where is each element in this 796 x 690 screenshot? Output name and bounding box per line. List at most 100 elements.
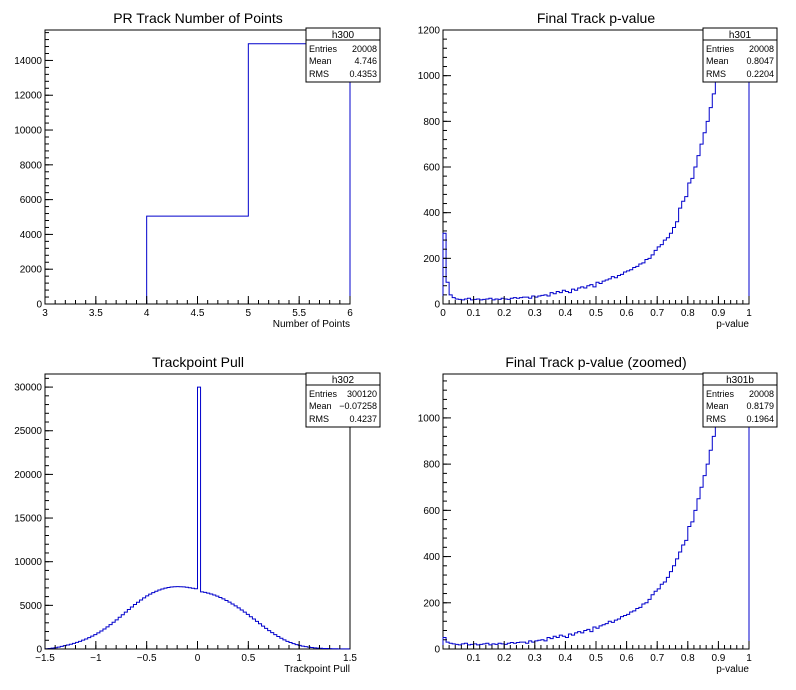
y-tick-label: 25000 — [14, 426, 42, 437]
stats-box-frame — [305, 27, 381, 83]
plot-area: 3 3.5 4 4.5 5 5.5 6 0 2000 4000 6000 8000 10000 12000… — [14, 29, 353, 319]
stats-box: h302 Entries 300120 Mean −0.07258 RMS 0.… — [305, 372, 381, 428]
stats-rms-label: RMS — [706, 414, 726, 424]
histogram-bin — [124, 612, 127, 649]
histogram-bin — [143, 598, 146, 649]
y-tick-label: 15000 — [14, 514, 42, 525]
histogram-bin — [243, 612, 246, 649]
histogram-bin — [718, 404, 721, 649]
histogram-bin — [237, 608, 240, 649]
stats-mean-value: 0.8047 — [746, 56, 774, 66]
x-tick-label: 0.5 — [241, 653, 255, 664]
histogram-bin — [648, 258, 651, 304]
histogram-bin — [620, 274, 623, 304]
y-tick-label: 600 — [423, 506, 440, 517]
histogram-bin — [611, 277, 614, 304]
histogram-bin — [651, 595, 654, 649]
histogram-bin — [255, 621, 258, 649]
x-tick-label: −1.5 — [35, 653, 55, 664]
histogram-bin — [617, 619, 620, 649]
y-tick-label: 8000 — [20, 160, 43, 171]
y-tick-label: 0 — [434, 300, 440, 311]
x-tick-label: 1 — [296, 653, 302, 664]
y-tick-label: 1000 — [418, 71, 441, 82]
histogram-bin — [201, 592, 204, 649]
x-tick-label: 5 — [246, 308, 252, 319]
y-tick-label: 1200 — [418, 26, 441, 37]
plot-area: 0.1 0.2 0.3 0.4 0.5 0.6 0.7 0.8 0.9 1 0 200 400 600 80… — [418, 373, 752, 664]
histogram-bin — [663, 582, 666, 649]
chart-title: Trackpoint Pull — [152, 354, 244, 370]
histogram-bin — [715, 418, 718, 649]
histogram-bin — [669, 572, 672, 649]
histogram-bin — [234, 606, 237, 649]
stats-entries-value: 300120 — [347, 389, 377, 399]
histogram-bin — [648, 599, 651, 649]
stats-rms-value: 0.4353 — [349, 69, 377, 79]
x-tick-label: 0.7 — [650, 308, 664, 319]
stats-rms-label: RMS — [309, 69, 329, 79]
y-tick-label: 14000 — [14, 56, 42, 67]
histogram-bin — [688, 527, 691, 649]
histogram-bin — [614, 620, 617, 649]
stats-rms-label: RMS — [706, 69, 726, 79]
stats-box-frame — [702, 27, 778, 83]
histogram-bin — [669, 233, 672, 304]
histogram-line — [44, 386, 351, 650]
histogram-bin — [146, 596, 149, 649]
stats-mean-value: −0.07258 — [339, 401, 377, 411]
histogram-bin — [685, 197, 688, 304]
chart-title: Final Track p-value (zoomed) — [505, 354, 686, 370]
stats-box: h300 Entries 20008 Mean 4.746 RMS 0.4353 — [305, 27, 381, 83]
histogram-bin — [179, 587, 182, 649]
x-tick-label: 0 — [195, 653, 201, 664]
stats-entries-label: Entries — [309, 389, 338, 399]
stats-box-frame — [305, 372, 381, 428]
histogram-bin — [182, 587, 185, 649]
histogram-bin — [657, 247, 660, 304]
x-tick-label: 0.5 — [589, 308, 603, 319]
histogram-bin — [636, 609, 639, 649]
histogram-bin — [194, 589, 197, 649]
histogram-bin — [112, 622, 115, 649]
histogram-bin — [246, 614, 249, 649]
y-tick-label: 0 — [36, 300, 42, 311]
histogram-bin — [712, 94, 715, 304]
histogram-bin — [682, 201, 685, 304]
histogram-bin — [651, 255, 654, 304]
histogram-bin — [654, 250, 657, 304]
histogram-bin — [715, 76, 718, 304]
histogram-bin — [620, 617, 623, 649]
stats-box-name: h301b — [726, 375, 754, 386]
histogram-bin — [231, 604, 234, 649]
histogram-bin — [660, 584, 663, 649]
pad-final-track-pvalue-zoomed: Final Track p-value (zoomed) p-value 0.1… — [418, 354, 778, 675]
histogram-bin — [216, 596, 219, 649]
histogram-bin — [676, 559, 679, 649]
histogram-bin — [697, 156, 700, 304]
histogram-bin — [173, 587, 176, 649]
y-tick-label: 20000 — [14, 470, 42, 481]
x-tick-label: 0.4 — [558, 653, 572, 664]
histogram-bin — [94, 635, 97, 649]
histogram-bin — [213, 595, 216, 649]
histogram-bin — [137, 602, 140, 649]
histogram-bin — [140, 600, 143, 649]
histogram-bin — [127, 610, 130, 649]
stats-rms-value: 0.4237 — [349, 414, 377, 424]
x-tick-label: 0.7 — [650, 653, 664, 664]
x-tick-label: 1 — [746, 653, 752, 664]
histogram-bin — [685, 540, 688, 649]
x-tick-label: 0.1 — [467, 653, 481, 664]
y-tick-label: 5000 — [20, 601, 43, 612]
histogram-bin — [262, 626, 265, 649]
histogram-bin — [703, 476, 706, 649]
stats-entries-value: 20008 — [352, 44, 377, 54]
histogram-bin — [718, 62, 721, 304]
stats-box: h301 Entries 20008 Mean 0.8047 RMS 0.220… — [702, 27, 778, 83]
histogram-bin — [639, 264, 642, 304]
x-tick-label: −0.5 — [137, 653, 157, 664]
histogram-bin — [639, 607, 642, 649]
histogram-bin — [633, 267, 636, 304]
y-tick-label: 400 — [423, 552, 440, 563]
